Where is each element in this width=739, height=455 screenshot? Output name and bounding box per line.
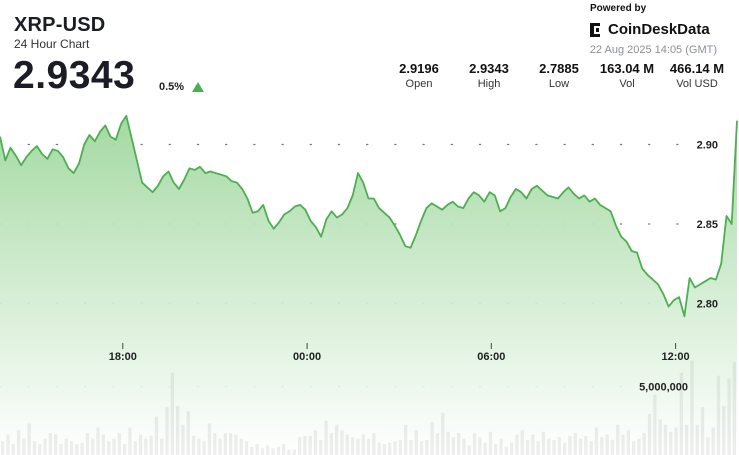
x-tick-label: 12:00 (662, 351, 690, 363)
volume-tick-label: 5,000,000 (639, 382, 688, 394)
x-tick-label: 06:00 (477, 351, 505, 363)
stat-open-label: Open (405, 78, 433, 90)
stat-vol-usd: 466.14 M Vol USD (662, 61, 732, 90)
chart-subtitle: 24 Hour Chart (14, 37, 90, 51)
axis-labels: 2.80 2.85 2.90 5,000,000 18:00 00:00 06:00 12:0… (109, 140, 718, 394)
stat-vol-value: 163.04 M (599, 61, 655, 76)
x-tick-label: 00:00 (293, 351, 321, 363)
y-tick-label: 2.85 (697, 219, 718, 231)
current-price: 2.9343 (13, 54, 136, 97)
stat-vol-label: Vol (619, 78, 635, 90)
stat-high: 2.9343 High (454, 61, 524, 90)
coindesk-logo-icon (590, 22, 604, 37)
stat-high-label: High (477, 78, 501, 90)
stat-low-value: 2.7885 (539, 61, 579, 76)
powered-by-label: Powered by (590, 3, 647, 14)
ticker-symbol: XRP-USD (14, 14, 106, 36)
stat-low-label: Low (548, 78, 570, 90)
coindesk-data-logo: CoinDeskData (590, 21, 710, 38)
up-arrow-icon (192, 82, 204, 92)
price-change-percent: 0.5% (159, 81, 185, 93)
x-tick-label: 18:00 (109, 351, 137, 363)
y-tick-label: 2.90 (697, 140, 718, 152)
stat-high-value: 2.9343 (469, 61, 509, 76)
stat-open: 2.9196 Open (384, 61, 454, 90)
stat-vol-usd-label: Vol USD (676, 78, 718, 90)
stat-low: 2.7885 Low (524, 61, 594, 90)
price-line (0, 115, 738, 318)
stat-vol: 163.04 M Vol (592, 61, 662, 90)
price-area (0, 115, 737, 455)
stat-open-value: 2.9196 (399, 61, 439, 76)
stat-vol-usd-value: 466.14 M (669, 61, 725, 76)
y-tick-label: 2.80 (697, 298, 718, 310)
chart-timestamp: 22 Aug 2025 14:05 (GMT) (589, 44, 717, 56)
brand-name: CoinDeskData (608, 21, 710, 38)
